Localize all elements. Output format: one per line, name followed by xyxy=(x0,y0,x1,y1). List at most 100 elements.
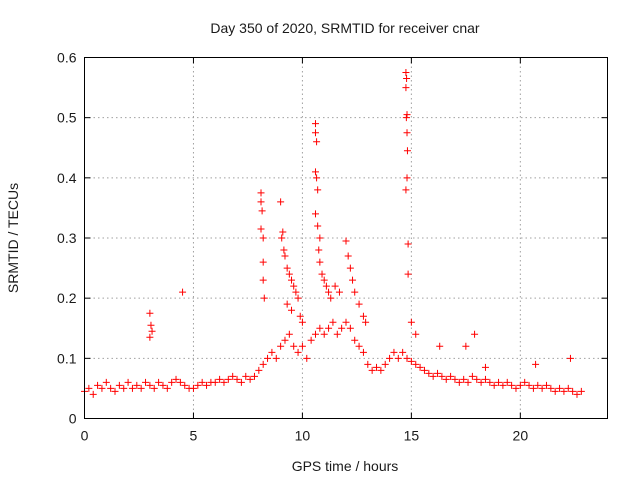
data-point xyxy=(176,378,184,386)
data-point xyxy=(316,324,324,332)
data-point xyxy=(342,237,350,245)
data-point xyxy=(404,270,412,278)
plot-frame xyxy=(84,57,608,419)
data-point xyxy=(577,387,585,395)
data-point xyxy=(566,354,574,362)
data-point xyxy=(311,210,319,218)
data-point xyxy=(224,375,232,383)
data-point xyxy=(556,384,564,392)
x-tick-label: 20 xyxy=(513,428,529,444)
data-point xyxy=(503,378,511,386)
data-point xyxy=(560,387,568,395)
data-point xyxy=(451,375,459,383)
data-point xyxy=(346,324,354,332)
data-point xyxy=(495,378,503,386)
data-point xyxy=(168,378,176,386)
data-point xyxy=(311,120,319,128)
data-point xyxy=(462,342,470,350)
data-point xyxy=(290,342,298,350)
data-point xyxy=(436,342,444,350)
data-point xyxy=(551,387,559,395)
data-point xyxy=(320,330,328,338)
data-point xyxy=(285,330,293,338)
data-point xyxy=(508,381,516,389)
data-point xyxy=(229,372,237,380)
data-point xyxy=(159,381,167,389)
data-point xyxy=(94,381,102,389)
data-point xyxy=(373,363,381,371)
data-point xyxy=(198,378,206,386)
data-point xyxy=(233,375,241,383)
data-point xyxy=(124,378,132,386)
data-point xyxy=(351,336,359,344)
data-point xyxy=(547,384,555,392)
data-point xyxy=(573,390,581,398)
data-point xyxy=(420,366,428,374)
data-point xyxy=(473,375,481,383)
data-point xyxy=(329,318,337,326)
data-point xyxy=(257,189,265,197)
data-point xyxy=(277,198,285,206)
data-point xyxy=(203,381,211,389)
y-tick-label: 0.4 xyxy=(57,170,77,186)
data-point xyxy=(434,369,442,377)
y-axis-label: SRMTID / TECUs xyxy=(5,183,21,293)
x-axis-label: GPS time / hours xyxy=(292,458,399,474)
x-tick-label: 15 xyxy=(404,428,420,444)
data-point xyxy=(403,111,411,119)
data-point xyxy=(128,384,136,392)
data-point xyxy=(277,342,285,350)
data-point xyxy=(259,258,267,266)
data-point xyxy=(146,333,154,341)
chart-title: Day 350 of 2020, SRMTID for receiver cna… xyxy=(210,20,480,36)
data-point xyxy=(477,378,485,386)
data-point xyxy=(102,378,110,386)
data-point xyxy=(564,384,572,392)
data-point xyxy=(142,378,150,386)
data-point xyxy=(146,381,154,389)
data-point xyxy=(481,363,489,371)
x-tick-label: 10 xyxy=(295,428,311,444)
y-tick-label: 0.2 xyxy=(57,290,77,306)
data-point xyxy=(264,354,272,362)
data-point xyxy=(250,372,258,380)
data-point xyxy=(260,294,268,302)
x-tick-label: 5 xyxy=(190,428,198,444)
data-point xyxy=(412,330,420,338)
data-point xyxy=(534,381,542,389)
data-point xyxy=(257,198,265,206)
data-point xyxy=(516,381,524,389)
data-point xyxy=(429,372,437,380)
data-point xyxy=(313,174,321,182)
data-point xyxy=(335,288,343,296)
data-point xyxy=(220,378,228,386)
data-point xyxy=(303,354,311,362)
data-point xyxy=(460,375,468,383)
data-point xyxy=(464,378,472,386)
data-point xyxy=(283,264,291,272)
data-point xyxy=(189,384,197,392)
data-point xyxy=(331,282,339,290)
data-point xyxy=(403,354,411,362)
data-point xyxy=(362,318,370,326)
data-point xyxy=(290,282,298,290)
data-point xyxy=(386,354,394,362)
data-point xyxy=(399,348,407,356)
data-point xyxy=(259,234,267,242)
data-point xyxy=(377,366,385,374)
data-point xyxy=(468,372,476,380)
data-point xyxy=(111,387,119,395)
data-point xyxy=(315,246,323,254)
data-point xyxy=(137,384,145,392)
data-point xyxy=(342,318,350,326)
data-point xyxy=(394,354,402,362)
data-point xyxy=(292,288,300,296)
data-point xyxy=(281,252,289,260)
data-point xyxy=(529,384,537,392)
data-point xyxy=(364,360,372,368)
data-point xyxy=(311,330,319,338)
data-point xyxy=(471,330,479,338)
data-point xyxy=(314,186,322,194)
data-points xyxy=(81,69,585,398)
data-point xyxy=(280,246,288,254)
